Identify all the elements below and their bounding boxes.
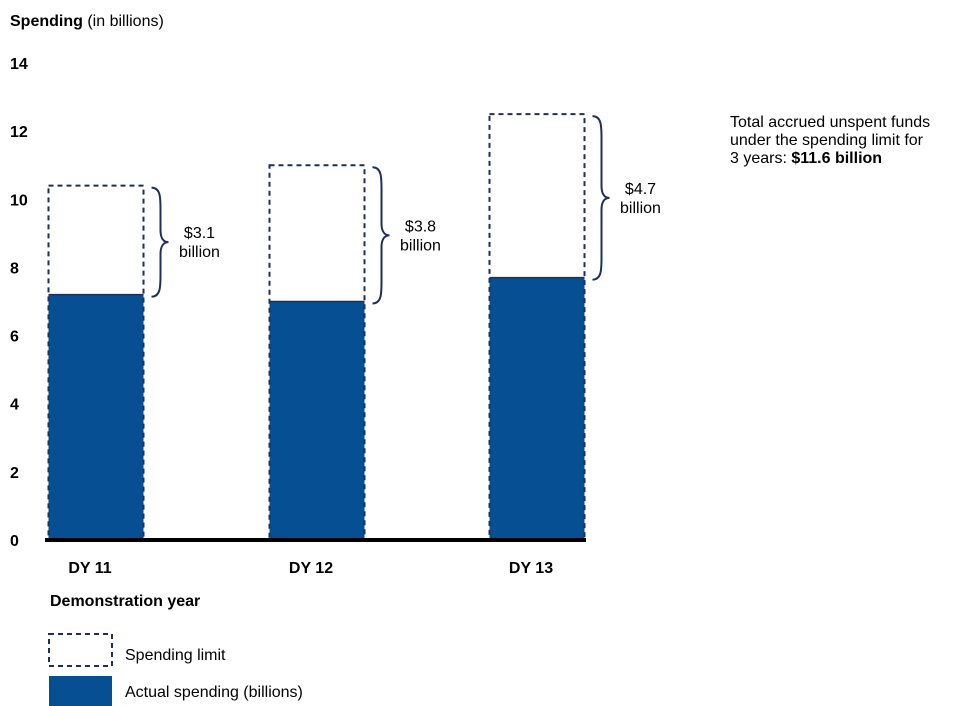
annotation-line-1: Total accrued unspent funds: [730, 114, 931, 131]
legend: Spending limit Actual spending (billions…: [48, 633, 303, 706]
y-tick-label-5: 10: [10, 192, 28, 209]
x-axis: DY 11 DY 12 DY 13: [45, 538, 586, 577]
y-tick-label-7: 14: [10, 56, 28, 73]
x-axis-label: Demonstration year: [50, 593, 200, 610]
bar-actual-2: [489, 277, 585, 540]
gap-brace-0: [151, 186, 169, 298]
bar-actual-1: [269, 301, 365, 540]
annotation-line-3: 3 years: $11.6 billion: [730, 150, 966, 168]
gap-label-unit-1: billion: [400, 237, 441, 254]
gap-braces-group: $3.1 billion $3.8 billion $4.7 billion: [151, 115, 661, 305]
bars-group: [47, 113, 586, 542]
y-tick-label-6: 12: [10, 124, 28, 141]
y-axis: 0 2 4 6 8 10 12 14: [10, 56, 28, 550]
chart-title: Spending (in billions): [10, 13, 164, 30]
x-tick-label-2: DY 13: [509, 560, 553, 577]
gap-label-amount-1: $3.8: [405, 218, 436, 235]
gap-label-unit-0: billion: [179, 244, 220, 261]
annotation-line-3-prefix: 3 years:: [730, 150, 792, 167]
y-tick-label-4: 8: [10, 260, 19, 277]
legend-label-actual-spending: Actual spending (billions): [125, 684, 303, 701]
legend-swatch-actual-spending: [49, 676, 112, 706]
chart-title-bold: Spending: [10, 13, 83, 30]
y-tick-label-2: 4: [10, 397, 19, 414]
x-tick-label-0: DY 11: [68, 560, 111, 577]
gap-label-amount-2: $4.7: [625, 181, 656, 198]
gap-label-unit-2: billion: [620, 200, 661, 217]
annotation-line-2: under the spending limit for: [730, 132, 923, 149]
annotation-total-value: $11.6 billion: [791, 150, 883, 167]
gap-brace-2: [592, 115, 610, 281]
total-unspent-annotation: Total accrued unspent funds under the sp…: [730, 114, 966, 168]
legend-swatch-spending-limit: [48, 633, 113, 667]
y-tick-label-3: 6: [10, 329, 19, 346]
gap-label-amount-0: $3.1: [184, 225, 215, 242]
bar-actual-0: [48, 294, 144, 540]
legend-label-spending-limit: Spending limit: [125, 647, 226, 664]
gap-brace-1: [372, 166, 390, 305]
y-tick-label-0: 0: [10, 533, 19, 550]
chart-title-rest: (in billions): [83, 13, 164, 30]
y-tick-label-1: 2: [10, 465, 19, 482]
x-tick-label-1: DY 12: [289, 560, 333, 577]
